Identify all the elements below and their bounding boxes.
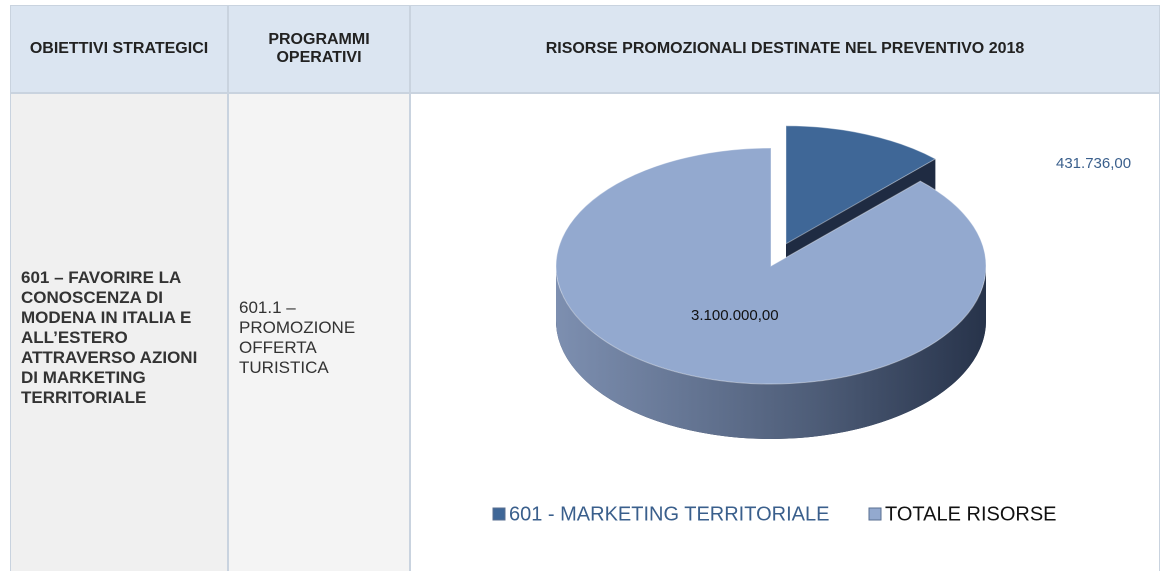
chart-cell: 431.736,00 3.100.000,00 601 - MARKETING TE… [410,93,1160,571]
legend-marker [868,507,882,521]
header-cell: RISORSE PROMOZIONALI DESTINATE NEL PREVE… [410,5,1160,93]
pie-chart: 431.736,00 3.100.000,00 601 - MARKETING TE… [492,125,1131,525]
pie-slice [555,147,987,385]
value-label: 431.736,00 [1056,155,1131,172]
program-text: 601.1 – PROMOZIONE OFFERTA TURISTICA [239,298,356,377]
header-text: PROGRAMMI OPERATIVI [268,31,370,66]
header-cell: OBIETTIVI STRATEGICI [10,5,228,93]
objective-text: 601 – FAVORIRE LA CONOSCENZA DI MODENA I… [21,268,198,407]
legend-label: TOTALE RISORSE [885,503,1057,525]
legend-marker [492,507,506,521]
header-text: RISORSE PROMOZIONALI DESTINATE NEL PREVE… [545,40,1025,57]
header-cell: PROGRAMMI OPERATIVI [228,5,410,93]
value-label: 3.100.000,00 [691,307,779,324]
program-cell: 601.1 – PROMOZIONE OFFERTA TURISTICA [228,93,410,571]
slice-side [556,266,986,439]
legend-label: 601 - MARKETING TERRITORIALE [509,503,829,525]
pie-slice [785,125,937,245]
header-text: OBIETTIVI STRATEGICI [29,40,209,57]
objective-cell: 601 – FAVORIRE LA CONOSCENZA DI MODENA I… [10,93,228,571]
